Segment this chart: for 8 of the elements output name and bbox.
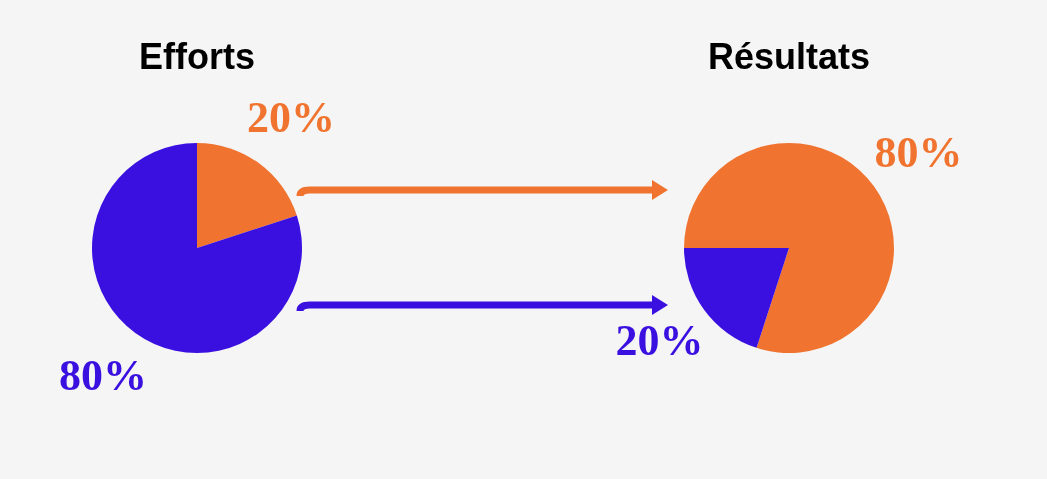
chart-title: Résultats (707, 36, 871, 77)
chart-title: Efforts (139, 36, 255, 77)
pie-slice (92, 143, 302, 353)
pie-slice (197, 143, 297, 248)
data-label: 20% (247, 92, 336, 142)
data-label: 20% (615, 316, 704, 366)
data-label: 80% (58, 351, 147, 401)
data-label: 80% (874, 127, 963, 177)
